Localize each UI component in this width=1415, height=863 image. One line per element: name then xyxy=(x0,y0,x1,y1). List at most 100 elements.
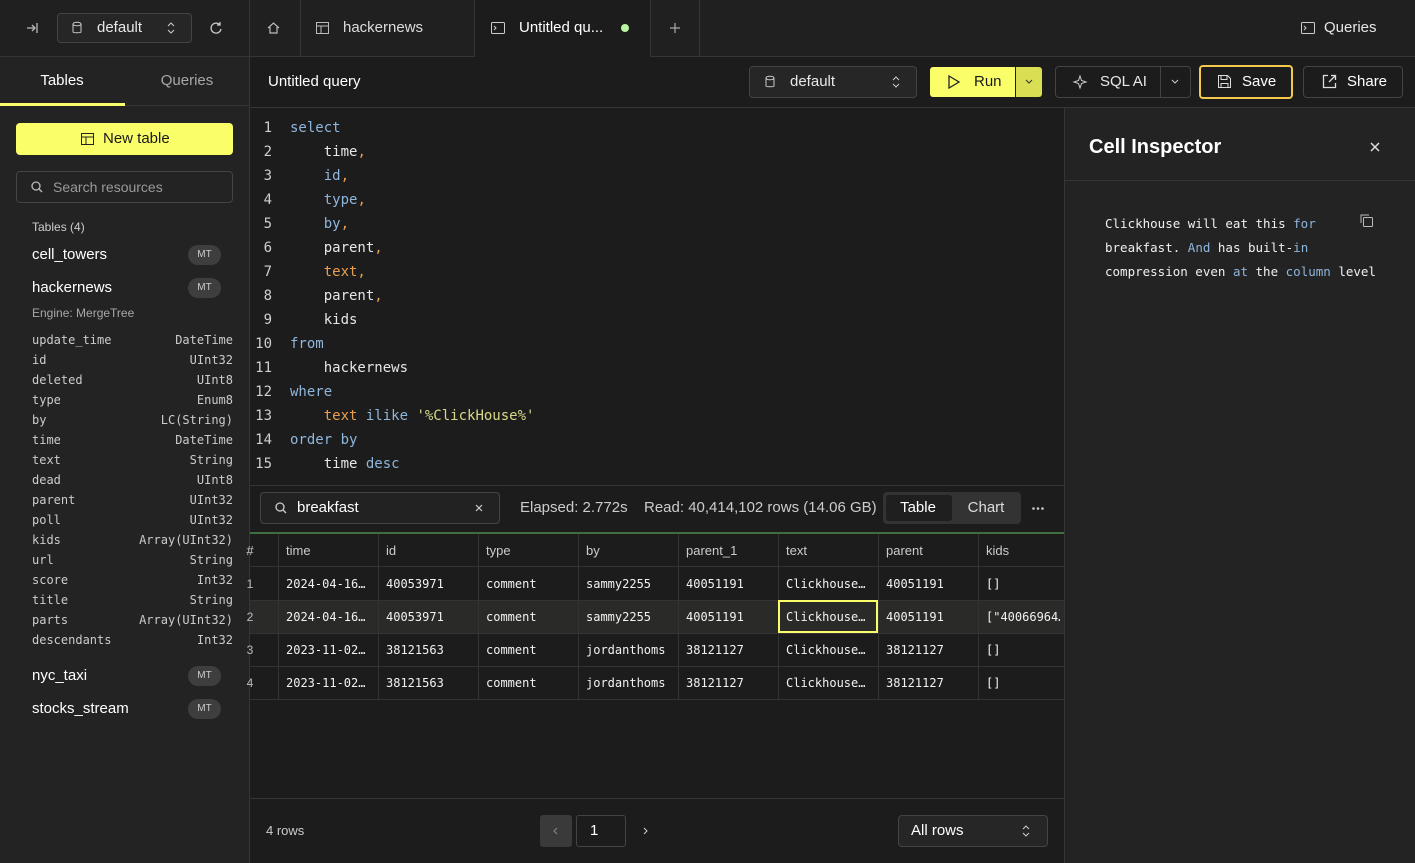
table-name[interactable]: cell_towers xyxy=(32,246,108,263)
database-select[interactable] xyxy=(749,66,917,98)
table-cell[interactable]: [] xyxy=(986,577,1001,591)
row-count: 4 rows xyxy=(266,823,305,838)
view-option[interactable]: Chart xyxy=(967,499,1005,516)
table-cell[interactable]: 40053971 xyxy=(386,577,444,591)
code-line: hackernews xyxy=(290,358,408,378)
code-token: text xyxy=(290,408,358,424)
share-icon xyxy=(1322,74,1337,89)
table-cell[interactable]: sammy2255 xyxy=(586,610,652,624)
home-icon xyxy=(267,22,280,34)
table-cell[interactable]: jordanthoms xyxy=(586,643,666,657)
column-type: UInt32 xyxy=(189,353,233,367)
table-cell[interactable]: 40051191 xyxy=(886,577,944,591)
table-cell[interactable]: Clickhouse… xyxy=(786,643,866,657)
table-name[interactable]: stocks_stream xyxy=(32,700,129,717)
sidebar-tab[interactable]: Tables xyxy=(40,72,84,89)
table-icon xyxy=(81,133,94,145)
table-cell[interactable]: sammy2255 xyxy=(586,577,652,591)
share-button[interactable] xyxy=(1303,66,1403,98)
sql-ai-button[interactable] xyxy=(1055,66,1191,98)
page-input[interactable] xyxy=(576,815,626,847)
table-cell[interactable]: 38121563 xyxy=(386,643,444,657)
queries-button[interactable]: Queries xyxy=(1324,19,1377,36)
column-name: parent xyxy=(32,493,76,507)
table-cell[interactable]: 40051191 xyxy=(886,610,944,624)
run-options[interactable] xyxy=(1016,67,1042,97)
column-header: type xyxy=(486,543,511,558)
results-search[interactable] xyxy=(260,492,500,524)
cell-text: for xyxy=(1293,216,1316,231)
table-cell[interactable]: Clickhouse… xyxy=(786,577,866,591)
table-cell[interactable]: [] xyxy=(986,643,1001,657)
table-cell[interactable]: comment xyxy=(486,643,537,657)
code-token: where xyxy=(290,384,333,400)
clear-icon xyxy=(475,504,483,512)
table-cell[interactable]: 40051191 xyxy=(686,610,744,624)
table-cell[interactable]: 40053971 xyxy=(386,610,444,624)
badge xyxy=(188,278,221,298)
table-cell[interactable]: 38121563 xyxy=(386,676,444,690)
code-token: , xyxy=(357,192,366,208)
divider xyxy=(250,566,1064,567)
cell-text: at xyxy=(1232,264,1248,279)
table-cell[interactable]: 40051191 xyxy=(686,577,744,591)
table-cell[interactable]: 38121127 xyxy=(686,676,744,690)
divider xyxy=(250,485,1064,486)
column-type: UInt8 xyxy=(196,473,233,487)
run-button[interactable] xyxy=(930,67,1015,97)
rows-select[interactable] xyxy=(898,815,1048,847)
table-cell[interactable]: 38121127 xyxy=(886,643,944,657)
view-option[interactable]: Table xyxy=(900,499,936,516)
code-line: where xyxy=(290,382,332,402)
search-input[interactable] xyxy=(16,171,233,203)
elapsed: Elapsed: 2.772s xyxy=(520,499,628,516)
table-name[interactable]: hackernews xyxy=(32,279,113,296)
table-cell[interactable]: Clickhouse… xyxy=(786,610,866,624)
column-name: poll xyxy=(32,513,61,527)
table-cell[interactable]: comment xyxy=(486,610,537,624)
table-cell[interactable]: jordanthoms xyxy=(586,676,666,690)
column-header: text xyxy=(786,543,807,558)
column-type: UInt32 xyxy=(189,493,233,507)
code-token: time xyxy=(290,456,358,472)
table-cell[interactable]: 2023-11-02… xyxy=(286,643,366,657)
table-cell[interactable]: 38121127 xyxy=(686,643,744,657)
divider xyxy=(650,0,651,56)
column-type: Array(UInt32) xyxy=(139,533,233,547)
view-active[interactable] xyxy=(886,495,952,521)
table-name[interactable]: nyc_taxi xyxy=(32,667,88,684)
column-type: Int32 xyxy=(196,633,233,647)
search-placeholder: Search resources xyxy=(53,179,163,195)
table-cell[interactable]: [] xyxy=(986,676,1001,690)
code-token: , xyxy=(340,216,350,232)
divider xyxy=(0,56,1415,57)
table-cell[interactable]: ["40066964… xyxy=(986,610,1060,624)
table-cell[interactable]: 2023-11-02… xyxy=(286,676,366,690)
column-type: String xyxy=(189,593,233,607)
prev-page[interactable] xyxy=(540,815,572,847)
column-type: UInt32 xyxy=(189,513,233,527)
divider xyxy=(250,532,1064,534)
column-name: deleted xyxy=(32,373,83,387)
table-cell[interactable]: 2024-04-16… xyxy=(286,577,366,591)
line-number: 9 xyxy=(263,312,272,328)
code-token: order by xyxy=(290,432,358,448)
code-line: id, xyxy=(290,166,349,186)
share-label: Share xyxy=(1347,73,1388,90)
column-type: Int32 xyxy=(196,573,233,587)
sidebar-tab[interactable]: Queries xyxy=(160,72,214,89)
code-line: order by xyxy=(290,430,357,450)
code-token: , xyxy=(374,288,383,304)
code-token: type xyxy=(290,192,358,208)
save-button[interactable] xyxy=(1199,65,1293,99)
new-table-button[interactable] xyxy=(16,123,233,155)
table-cell[interactable]: 38121127 xyxy=(886,676,944,690)
table-cell[interactable]: 2024-04-16… xyxy=(286,610,366,624)
database-select[interactable] xyxy=(57,13,192,43)
tab-label: hackernews xyxy=(343,19,424,36)
table-cell[interactable]: comment xyxy=(486,577,537,591)
column-name: by xyxy=(32,413,47,427)
divider xyxy=(1065,180,1415,181)
table-cell[interactable]: comment xyxy=(486,676,537,690)
table-cell[interactable]: Clickhouse… xyxy=(786,676,866,690)
